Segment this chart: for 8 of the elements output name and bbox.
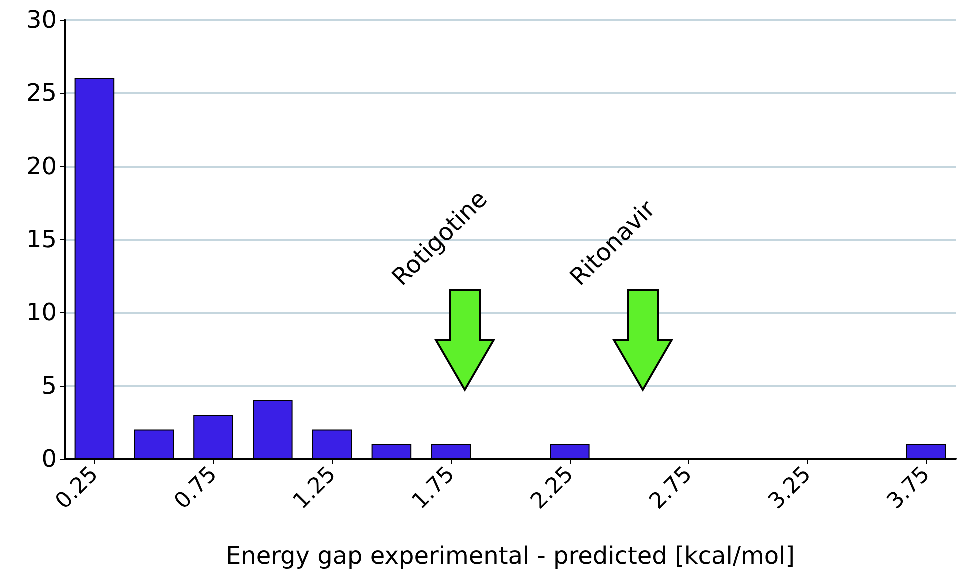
y-tick-label: 25 <box>26 79 57 108</box>
y-tick-label: 0 <box>42 445 57 473</box>
y-tick-label: 20 <box>26 152 57 180</box>
x-axis-title: Energy gap experimental - predicted [kcal/mol] <box>226 542 796 570</box>
y-tick-label: 10 <box>26 298 57 327</box>
y-tick-label: 30 <box>26 6 57 34</box>
y-tick-label: 5 <box>42 372 57 400</box>
y-tick-label: 15 <box>26 226 57 254</box>
